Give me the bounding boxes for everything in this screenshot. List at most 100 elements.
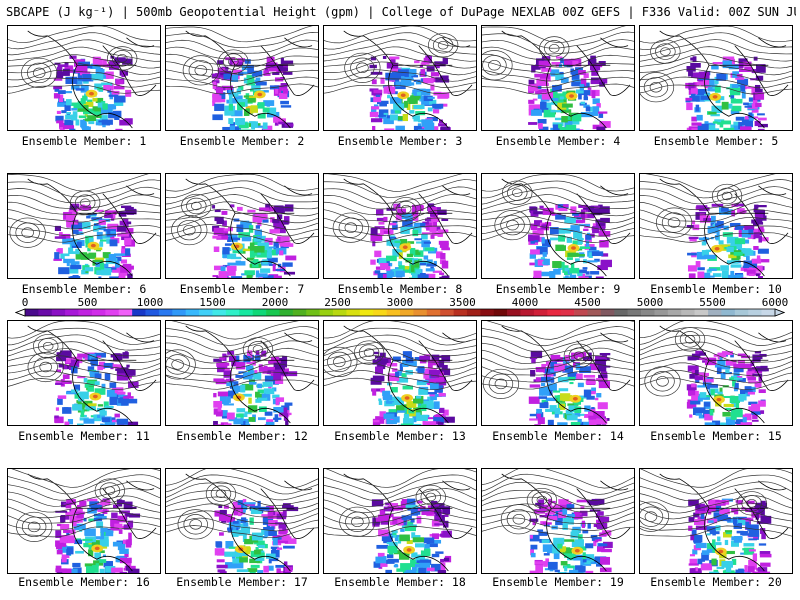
ensemble-map	[640, 321, 792, 425]
ensemble-member-label: Ensemble Member: 10	[650, 282, 782, 296]
colorbar-segment	[333, 309, 347, 316]
colorbar-segment	[761, 309, 776, 316]
cape-shading	[527, 204, 612, 278]
height-contours	[324, 26, 476, 94]
ensemble-panel	[165, 25, 319, 131]
ensemble-member-label: Ensemble Member: 2	[179, 134, 305, 148]
coastline	[659, 30, 789, 129]
coastline	[27, 178, 157, 277]
height-contours	[8, 469, 160, 542]
ensemble-panel	[7, 173, 161, 279]
ensemble-panel	[323, 320, 477, 426]
ensemble-member-label: Ensemble Member: 9	[495, 282, 621, 296]
ensemble-member-label: Ensemble Member: 5	[653, 134, 779, 148]
colorbar-segment	[359, 309, 374, 316]
ensemble-panel	[7, 468, 161, 574]
height-contours	[640, 321, 792, 397]
height-contours	[324, 321, 476, 391]
height-contours	[640, 469, 792, 537]
height-contours	[640, 26, 792, 103]
colorbar-segment	[185, 309, 200, 316]
coastline	[343, 473, 473, 572]
ensemble-member-label: Ensemble Member: 13	[334, 429, 466, 443]
colorbar-svg: 0 500 1000 1500 2000 2500 3000 3500 4000 4500 5000…	[14, 296, 788, 317]
ensemble-member-label: Ensemble Member: 7	[179, 282, 305, 296]
colorbar-tick-label: 3000	[387, 296, 414, 309]
colorbar-segment	[105, 309, 120, 316]
ensemble-panel	[639, 468, 793, 574]
colorbar-segment	[118, 309, 133, 316]
colorbar-tick-label: 5000	[637, 296, 664, 309]
colorbar-segment	[587, 309, 602, 316]
coastline	[27, 30, 157, 129]
colorbar-segment	[239, 309, 253, 316]
colorbar-tick-label: 2500	[324, 296, 351, 309]
colorbar-segment	[440, 309, 454, 316]
ensemble-map	[482, 174, 634, 278]
colorbar-segment	[627, 309, 642, 316]
ensemble-map	[324, 26, 476, 130]
ensemble-panel	[481, 173, 635, 279]
height-contours	[166, 321, 318, 390]
height-contours	[166, 26, 318, 95]
cape-shading	[528, 350, 611, 425]
colorbar-segment	[386, 309, 401, 316]
coastline	[659, 473, 789, 572]
height-contours	[8, 321, 160, 391]
height-contours	[482, 321, 634, 399]
colorbar-segment	[507, 309, 521, 316]
coastline	[501, 30, 631, 129]
coastline	[185, 178, 315, 277]
colorbar-segment	[91, 309, 106, 316]
colorbar-segment	[614, 309, 628, 316]
cape-shading	[370, 351, 455, 425]
colorbar-tick-label: 4000	[512, 296, 539, 309]
cape-shading	[688, 498, 772, 573]
ensemble-panel	[323, 25, 477, 131]
colorbar-segment	[453, 309, 468, 316]
ensemble-map	[324, 469, 476, 573]
colorbar-tick-label: 4500	[574, 296, 601, 309]
coastline	[185, 30, 315, 129]
ensemble-map	[166, 174, 318, 278]
coastline	[185, 473, 315, 572]
colorbar-segment	[306, 309, 320, 316]
colorbar-segment	[426, 309, 441, 316]
colorbar-segment	[158, 309, 173, 316]
ensemble-map	[8, 469, 160, 573]
colorbar-segment	[681, 309, 695, 316]
colorbar-segment	[600, 309, 615, 316]
ensemble-member-label: Ensemble Member: 14	[492, 429, 624, 443]
ensemble-map	[324, 321, 476, 425]
colorbar-segment	[212, 309, 227, 316]
colorbar-segment	[748, 309, 762, 316]
ensemble-panel	[639, 25, 793, 131]
colorbar-segment	[51, 309, 66, 316]
ensemble-panel	[323, 173, 477, 279]
ensemble-member-label: Ensemble Member: 11	[18, 429, 150, 443]
colorbar-segment	[667, 309, 682, 316]
ensemble-map	[482, 26, 634, 130]
ensemble-panel	[639, 320, 793, 426]
ensemble-panel	[481, 25, 635, 131]
cape-shading	[212, 203, 297, 278]
height-contours	[482, 469, 634, 538]
colorbar-min-arrow	[14, 308, 26, 317]
ensemble-map	[482, 321, 634, 425]
coastline	[501, 178, 631, 277]
ensemble-map	[166, 26, 318, 130]
height-contours	[324, 469, 476, 537]
colorbar-segment	[38, 309, 53, 316]
colorbar-segment	[520, 309, 535, 316]
ensemble-member-label: Ensemble Member: 20	[650, 575, 782, 589]
sbcape-colorbar: 0 500 1000 1500 2000 2500 3000 3500 4000 4500 5000…	[0, 296, 800, 318]
ensemble-panel	[639, 173, 793, 279]
cape-shading	[54, 350, 139, 425]
colorbar-segment	[172, 309, 187, 316]
ensemble-member-label: Ensemble Member: 19	[492, 575, 624, 589]
colorbar-segment	[493, 309, 508, 316]
ensemble-member-label: Ensemble Member: 15	[650, 429, 782, 443]
coastline	[501, 325, 631, 424]
colorbar-segment	[145, 309, 160, 316]
colorbar-tick-label: 1500	[199, 296, 226, 309]
